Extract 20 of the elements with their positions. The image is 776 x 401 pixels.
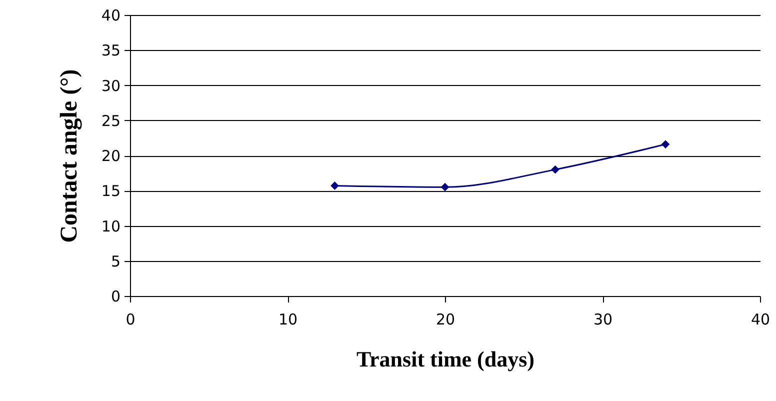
y-tick-label: 30 bbox=[101, 76, 120, 95]
y-axis-title: Contact angle (°) bbox=[56, 69, 82, 243]
point bbox=[440, 182, 450, 192]
y-tick-label: 35 bbox=[101, 42, 120, 60]
y-tick-label: 40 bbox=[101, 6, 120, 24]
x-tick-label: 30 bbox=[593, 310, 613, 328]
y-tick-label: 25 bbox=[101, 112, 120, 130]
y-tick-label: 15 bbox=[101, 182, 120, 200]
x-tick-label: 20 bbox=[436, 310, 456, 328]
x-axis-title: Transit time (days) bbox=[356, 346, 535, 372]
y-tick-label: 20 bbox=[101, 147, 120, 165]
y-tick-label: 5 bbox=[110, 252, 120, 270]
point bbox=[661, 140, 670, 148]
point bbox=[330, 182, 339, 190]
x-tick-label: 10 bbox=[278, 310, 298, 328]
x-tick-label: 40 bbox=[750, 310, 770, 328]
y-tick-label: 0 bbox=[110, 288, 120, 306]
point bbox=[551, 165, 560, 174]
x-tick-label: 0 bbox=[126, 310, 136, 328]
y-tick-label: 10 bbox=[101, 217, 120, 236]
